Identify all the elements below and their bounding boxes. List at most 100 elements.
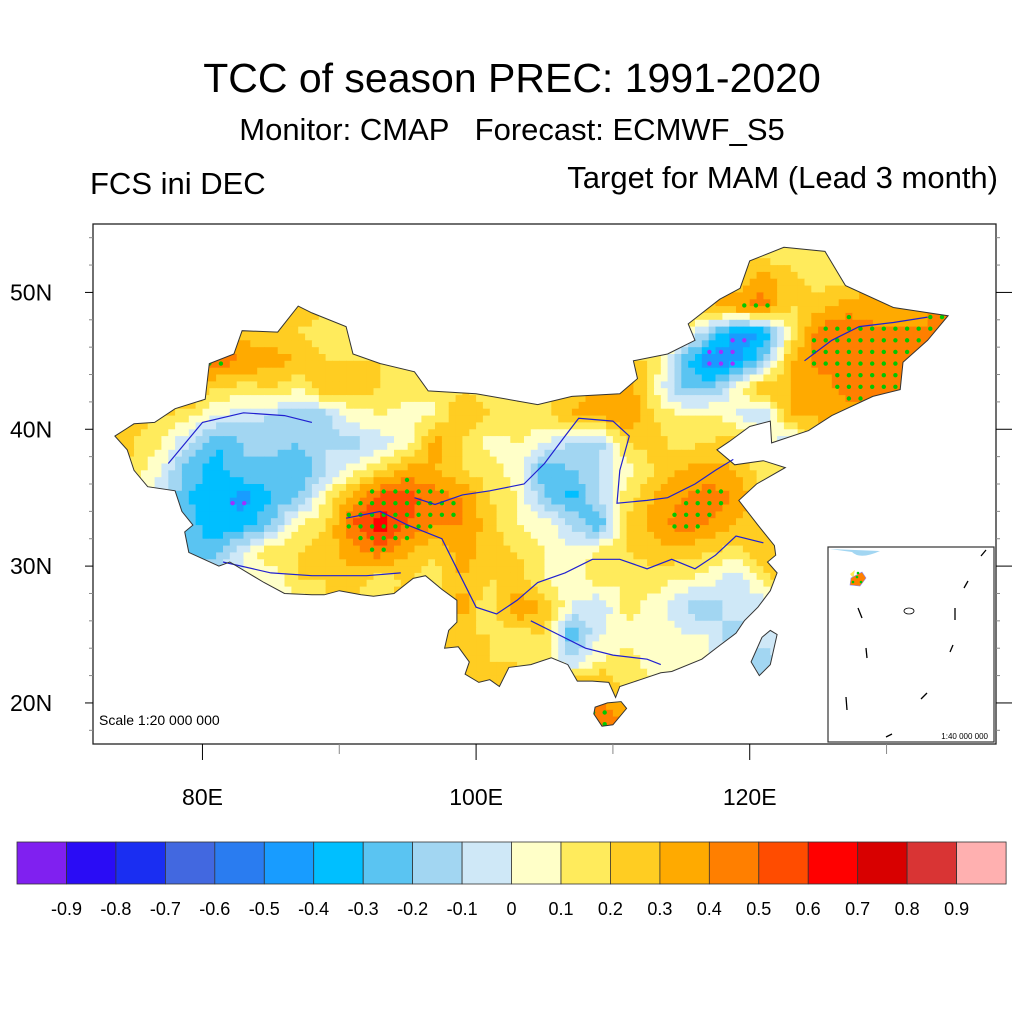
tcc-cell — [578, 463, 587, 471]
tcc-cell — [804, 415, 812, 423]
tcc-cell — [818, 299, 826, 307]
tcc-cell — [359, 422, 368, 430]
tcc-cell — [756, 271, 764, 280]
tcc-cell — [763, 340, 771, 348]
tcc-cell — [496, 449, 504, 458]
tcc-cell — [708, 463, 717, 471]
tcc-cell — [305, 340, 313, 348]
tcc-cell — [387, 470, 395, 478]
tcc-cell — [387, 388, 395, 396]
tcc-cell — [599, 415, 607, 423]
tcc-cell — [257, 456, 265, 464]
tcc-cell — [332, 449, 340, 458]
tcc-cell — [277, 354, 286, 362]
tcc-cell — [147, 449, 156, 458]
tcc-cell — [777, 333, 785, 341]
tcc-cell — [606, 449, 614, 458]
tcc-cell — [332, 442, 340, 451]
tcc-cell — [558, 429, 566, 437]
tcc-cell — [270, 381, 279, 389]
tcc-cell — [790, 367, 799, 376]
tcc-cell — [681, 442, 689, 451]
tcc-cell — [469, 395, 477, 403]
tcc-cell — [380, 463, 388, 471]
tcc-cell — [229, 401, 238, 410]
tcc-cell — [722, 408, 730, 417]
tcc-cell — [647, 470, 655, 478]
tcc-cell — [654, 381, 662, 389]
tcc-cell — [811, 374, 819, 382]
tcc-cell — [366, 422, 374, 430]
tcc-cell — [476, 422, 484, 430]
tcc-cell — [496, 442, 504, 451]
tcc-cell — [332, 456, 340, 464]
tcc-cell — [257, 340, 265, 348]
tcc-cell — [318, 415, 327, 423]
tcc-cell — [510, 429, 518, 437]
tcc-cell — [571, 422, 580, 430]
tcc-cell — [380, 422, 388, 430]
tcc-cell — [647, 429, 655, 437]
tcc-cell — [688, 374, 696, 382]
tcc-cell — [216, 429, 224, 437]
tcc-cell — [790, 319, 799, 328]
tcc-cell — [667, 367, 675, 376]
tcc-cell — [825, 319, 833, 328]
tcc-cell — [790, 306, 799, 314]
tcc-cell — [229, 470, 238, 478]
tcc-cell — [688, 319, 696, 328]
tcc-cell — [154, 436, 162, 444]
tcc-cell — [318, 347, 327, 355]
tcc-cell — [325, 374, 333, 382]
tcc-cell — [175, 463, 183, 471]
tcc-cell — [660, 381, 669, 389]
tcc-cell — [291, 477, 299, 485]
tcc-cell — [325, 340, 333, 348]
tcc-cell — [298, 319, 306, 328]
tcc-cell — [394, 477, 402, 485]
tcc-cell — [729, 306, 737, 314]
tcc-cell — [455, 408, 463, 417]
tcc-cell — [606, 395, 614, 403]
tcc-cell — [654, 374, 662, 382]
tcc-cell — [756, 333, 764, 341]
tcc-cell — [257, 429, 265, 437]
tcc-cell — [250, 354, 258, 362]
tcc-cell — [346, 449, 354, 458]
tcc-cell — [353, 367, 361, 376]
tcc-cell — [291, 347, 299, 355]
tcc-cell — [181, 449, 190, 458]
tcc-cell — [825, 292, 833, 300]
tcc-cell — [701, 367, 710, 376]
tcc-cell — [783, 408, 792, 417]
tcc-cell — [797, 326, 805, 334]
tcc-cell — [592, 429, 600, 437]
tcc-cell — [223, 395, 231, 403]
tcc-cell — [380, 436, 388, 444]
tcc-cell — [715, 477, 723, 485]
tcc-cell — [825, 299, 833, 307]
tcc-cell — [749, 319, 758, 328]
tcc-cell — [900, 354, 908, 362]
tcc-cell — [284, 395, 292, 403]
tcc-cell — [920, 333, 929, 341]
tcc-cell — [729, 429, 737, 437]
tcc-cell — [742, 340, 751, 348]
tcc-cell — [305, 360, 313, 369]
tcc-cell — [441, 415, 450, 423]
tcc-cell — [305, 354, 313, 362]
tcc-cell — [318, 401, 327, 410]
tcc-cell — [353, 374, 361, 382]
tcc-cell — [818, 408, 826, 417]
tcc-cell — [257, 470, 265, 478]
tcc-cell — [660, 436, 669, 444]
tcc-cell — [606, 422, 614, 430]
tcc-cell — [530, 429, 539, 437]
tcc-cell — [229, 477, 238, 485]
tcc-cell — [229, 408, 238, 417]
tcc-cell — [804, 326, 812, 334]
tcc-cell — [907, 340, 915, 348]
tcc-cell — [229, 422, 238, 430]
tcc-cell — [318, 367, 327, 376]
tcc-cell — [400, 422, 409, 430]
